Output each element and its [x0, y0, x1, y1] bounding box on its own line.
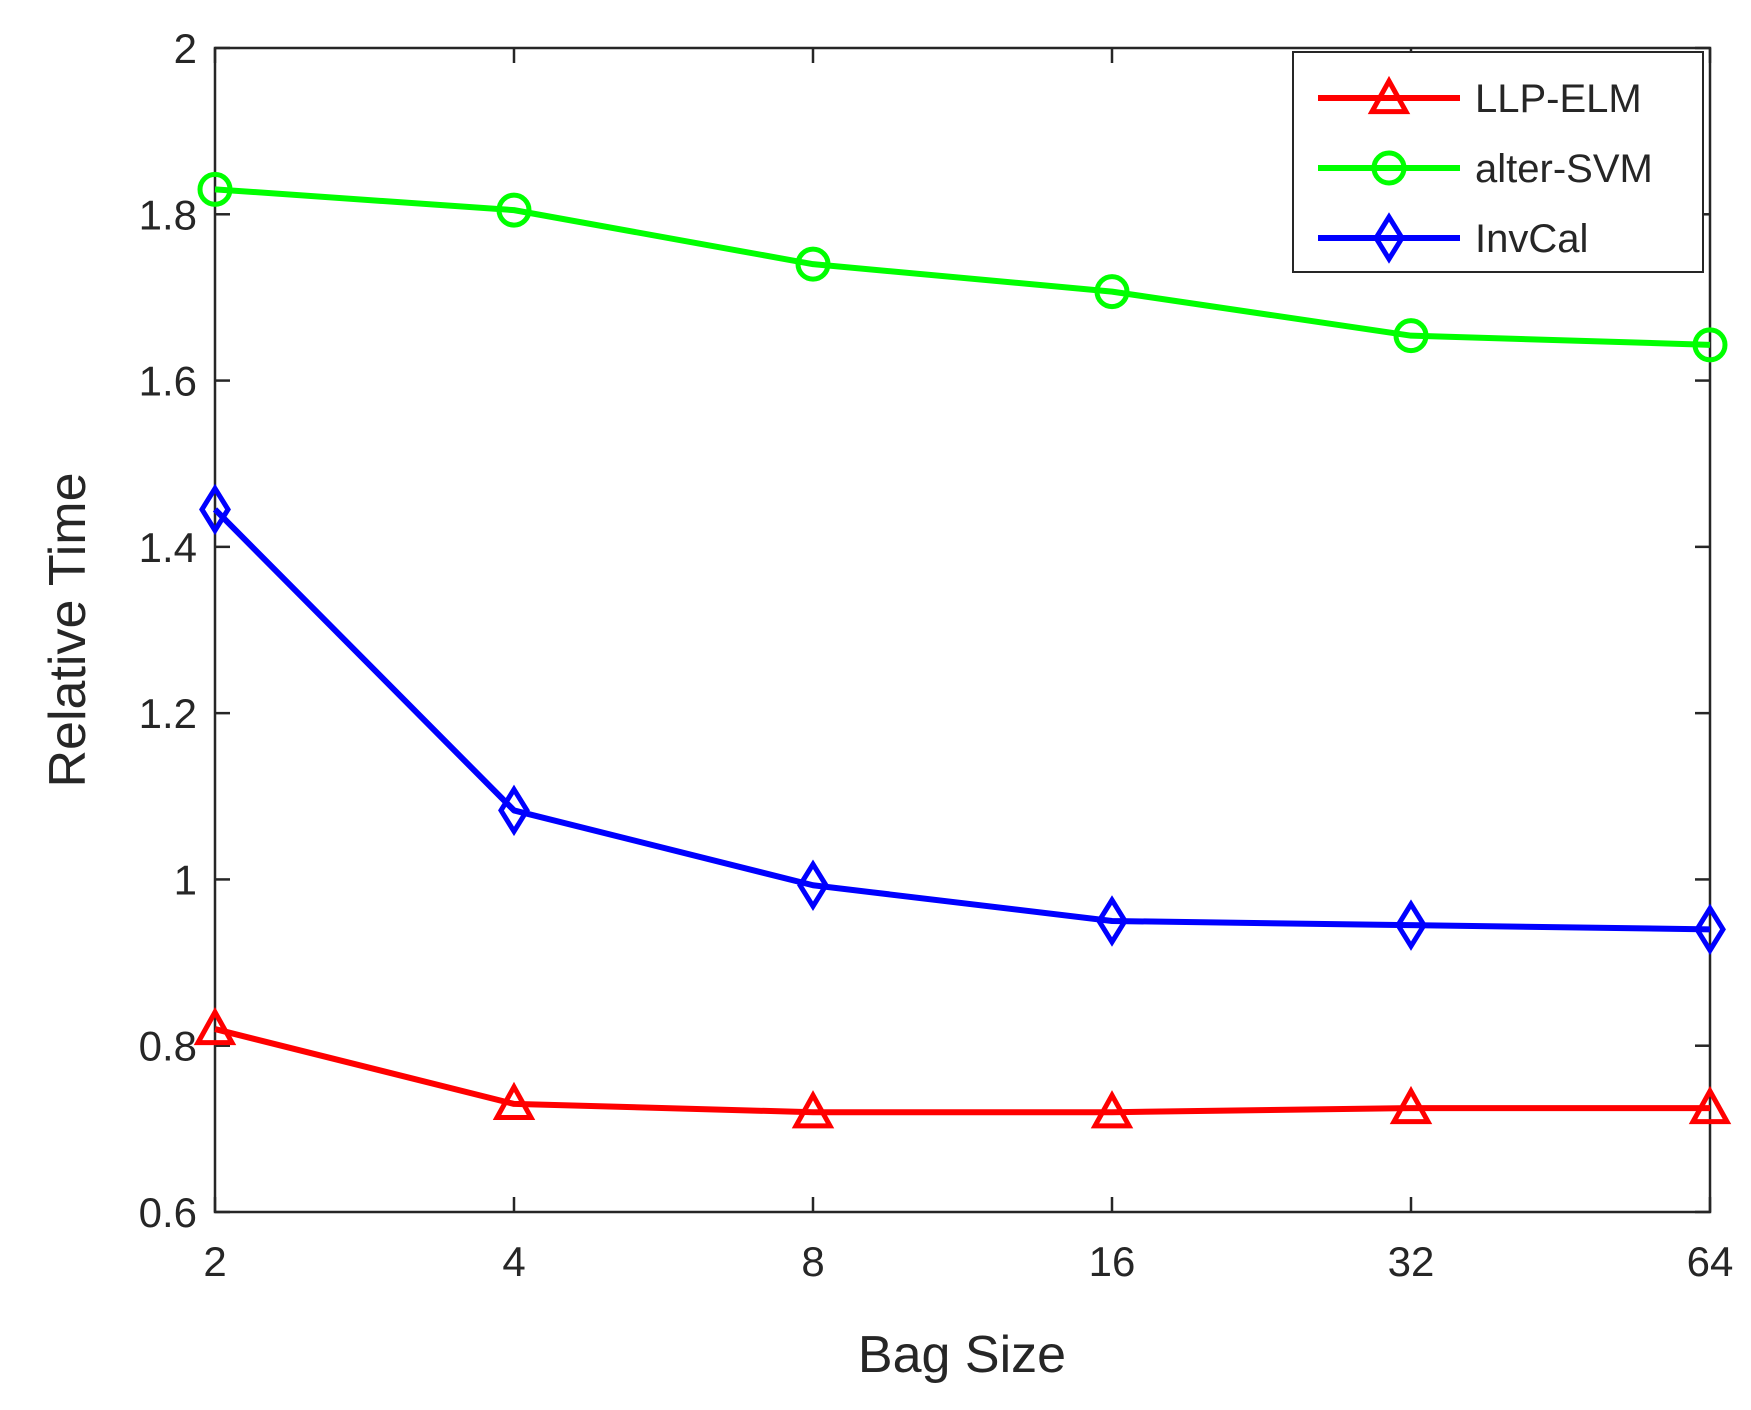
series-line: [214, 186, 1711, 348]
series-alter-svm: [197, 171, 1728, 363]
y-tick-label: 1.2: [139, 690, 197, 737]
y-tick-label: 1.6: [139, 358, 197, 405]
y-tick-label: 1: [174, 856, 197, 903]
x-tick-label: 64: [1687, 1238, 1734, 1285]
legend-entry: alter-SVM: [1318, 147, 1653, 191]
legend-marker-triangle: [1367, 75, 1411, 115]
data-point-triangle: [193, 1006, 237, 1046]
data-point-circle: [1692, 327, 1728, 363]
x-tick-label: 16: [1089, 1238, 1136, 1285]
data-point-diamond: [199, 483, 231, 536]
y-axis-label: Relative Time: [39, 473, 97, 788]
series-layer: [193, 171, 1732, 1129]
data-point-triangle: [492, 1081, 536, 1121]
data-point-triangle: [791, 1090, 835, 1129]
x-axis-tick-labels: 2 4 8 16 32 64: [203, 1238, 1733, 1285]
y-tick-label: 0.8: [139, 1023, 197, 1070]
x-tick-label: 8: [801, 1238, 824, 1285]
data-point-diamond: [1096, 895, 1128, 947]
legend-marker-circle: [1371, 150, 1407, 186]
legend-entries: LLP-ELM alter-SVM InvCal: [1318, 75, 1653, 264]
legend-entry: LLP-ELM: [1318, 75, 1642, 121]
legend: LLP-ELM alter-SVM InvCal: [1292, 51, 1704, 273]
data-point-circle: [1393, 318, 1429, 354]
data-point-diamond: [1694, 903, 1726, 956]
legend-label: LLP-ELM: [1475, 77, 1642, 121]
data-point-circle: [1094, 274, 1130, 310]
data-point-triangle: [1688, 1085, 1732, 1125]
legend-label: alter-SVM: [1475, 147, 1653, 191]
series-llp-elm: [193, 1006, 1732, 1129]
y-axis-tick-labels: 0.6 0.8 1 1.2 1.4 1.6 1.8 2: [139, 25, 197, 1236]
legend-label: InvCal: [1475, 217, 1588, 261]
series-line: [212, 507, 1711, 933]
data-point-triangle: [1389, 1085, 1433, 1125]
y-tick-label: 1.8: [139, 191, 197, 238]
x-tick-label: 2: [203, 1238, 226, 1285]
legend-marker-diamond: [1373, 212, 1405, 264]
y-tick-label: 1.4: [139, 524, 197, 571]
x-tick-label: 32: [1388, 1238, 1435, 1285]
axis-ticks: [213, 46, 1712, 1214]
data-point-diamond: [1395, 899, 1427, 951]
x-tick-label: 4: [502, 1238, 525, 1285]
data-point-triangle: [1090, 1090, 1134, 1129]
x-axis-label: Bag Size: [858, 1326, 1066, 1384]
y-tick-label: 0.6: [139, 1189, 197, 1236]
series-line: [214, 1026, 1710, 1116]
data-point-diamond: [797, 859, 829, 911]
series-invcal: [199, 483, 1726, 956]
y-tick-label: 2: [174, 25, 197, 72]
legend-entry: InvCal: [1318, 212, 1588, 264]
data-point-circle: [795, 246, 831, 282]
data-point-circle: [197, 171, 233, 207]
data-point-diamond: [498, 784, 530, 837]
data-point-circle: [496, 192, 532, 228]
